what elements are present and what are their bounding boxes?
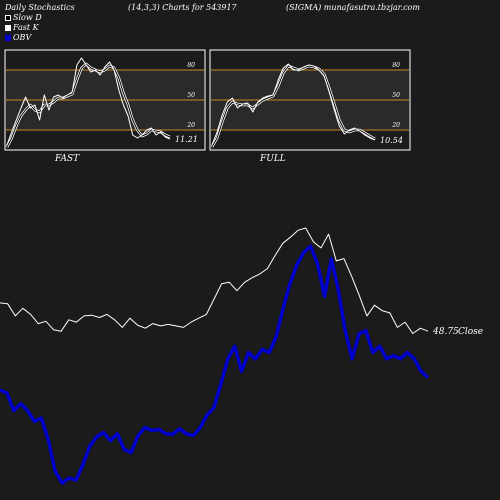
series-fast-k [211,63,376,146]
close-value-label: 48.75 [432,327,459,337]
panel-full [209,49,411,151]
legend-slow-d: Slow D [5,13,42,22]
panel-label: FAST [54,154,80,164]
y-tick-label-20: 20 [186,122,195,129]
close-word-label: Close [458,327,483,337]
y-tick-label-50: 50 [392,92,400,99]
panel-fast [4,49,206,151]
y-tick-label-50: 50 [187,92,195,99]
legend-fast-k: Fast K [5,23,39,32]
series-fast-k [6,57,171,146]
legend-fast-k-label: Fast K [13,23,39,32]
legend-slow-d-label: Slow D [13,13,42,22]
series-close [0,227,429,334]
last-value-label: 10.54 [380,136,403,145]
legend-obv: OBV [5,33,31,42]
panel-label: FULL [259,154,286,164]
last-value-label: 11.21 [175,135,198,144]
chart-title: Daily Stochastics [5,3,75,12]
legend-slow-d-swatch [5,15,11,21]
series-slow-d [6,63,171,148]
series-obv [0,244,430,485]
y-tick-label-80: 80 [392,62,400,69]
site-name: (SIGMA) munafasutra.tbzjar.com [286,3,420,12]
legend-fast-k-swatch [5,25,11,31]
chart-params: (14,3,3) Charts for 543917 [128,3,237,12]
y-tick-label-80: 80 [187,62,195,69]
legend-obv-swatch [5,35,11,41]
legend-obv-label: OBV [13,33,32,42]
y-tick-label-20: 20 [391,122,400,129]
